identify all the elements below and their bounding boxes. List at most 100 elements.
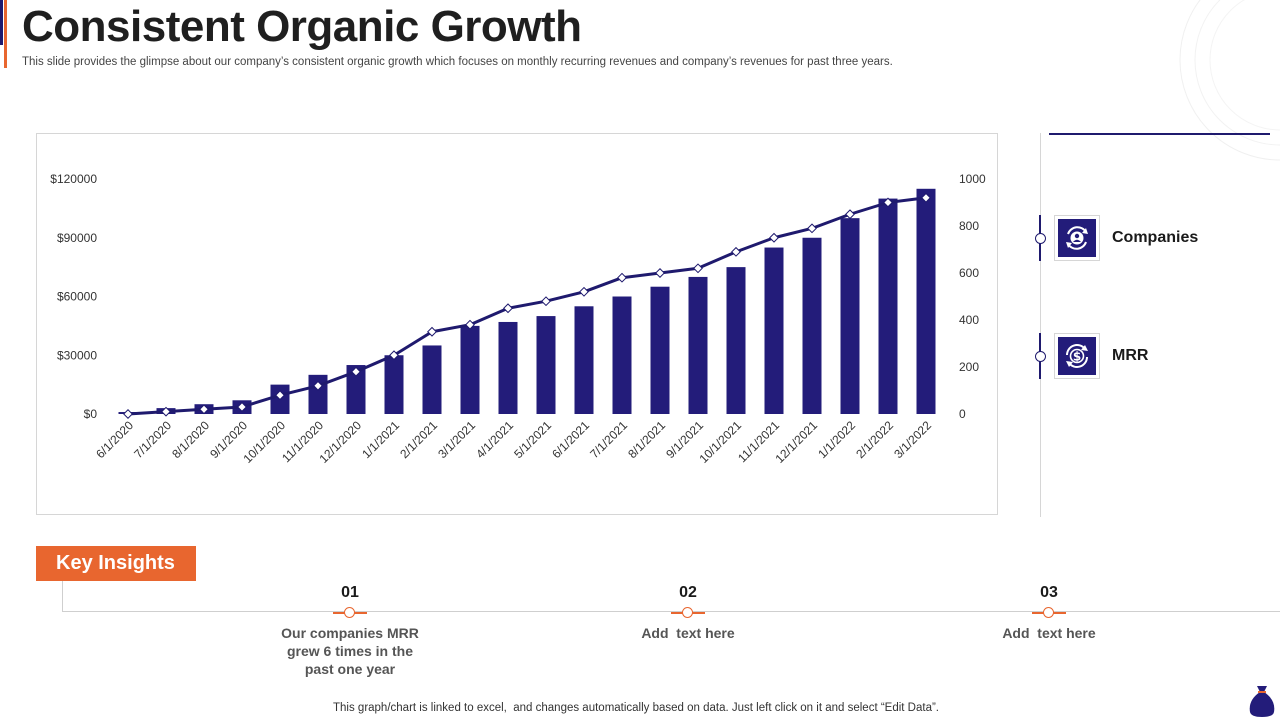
legend-panel: Companies $ MRR	[1035, 133, 1280, 517]
point-companies	[579, 286, 589, 297]
insight-item-1: 01 Our companies MRR grew 6 times in the…	[265, 584, 435, 678]
bar-mrr	[650, 286, 670, 414]
bar-mrr	[346, 365, 366, 414]
bar-mrr	[802, 237, 822, 414]
bar-mrr	[916, 188, 936, 414]
y-right-tick-label: 0	[959, 407, 966, 421]
point-companies	[541, 296, 551, 307]
bar-mrr	[498, 321, 518, 414]
point-companies	[807, 223, 817, 234]
x-tick-label: 6/1/2020	[93, 418, 136, 461]
bar-mrr	[726, 267, 746, 414]
line-companies	[127, 196, 927, 416]
point-companies	[275, 390, 285, 401]
insight-marker	[265, 604, 435, 622]
legend-label: Companies	[1112, 229, 1199, 246]
legend-item-companies[interactable]: Companies	[1035, 215, 1280, 263]
point-companies	[465, 319, 475, 330]
insight-number: 02	[679, 584, 697, 601]
y-left-tick-label: $60000	[57, 290, 97, 304]
x-tick-label: 12/1/2021	[772, 418, 820, 466]
insights-connector	[62, 581, 63, 611]
point-companies	[655, 268, 665, 278]
x-tick-label: 3/1/2021	[435, 418, 478, 461]
x-tick-label: 6/1/2021	[549, 418, 592, 461]
y-right-tick-label: 800	[959, 219, 979, 233]
page-title: Consistent Organic Growth	[22, 2, 582, 51]
y-left-tick-label: $0	[84, 407, 98, 421]
dollar-cycle-icon: $	[1054, 333, 1100, 379]
svg-text:$: $	[1073, 350, 1081, 364]
y-right-tick-label: 400	[959, 313, 979, 327]
point-companies	[845, 209, 855, 220]
bar-mrr	[384, 355, 404, 414]
insights-timeline	[62, 611, 1280, 612]
bar-mrr	[460, 325, 480, 414]
legend-dot	[1035, 233, 1046, 244]
point-companies	[237, 402, 247, 412]
insight-text[interactable]: Add text here	[641, 625, 735, 641]
page-subtitle: This slide provides the glimpse about ou…	[22, 56, 893, 68]
bar-mrr	[878, 198, 898, 414]
chart-frame[interactable]: $0 $30000 $60000 $90000 $120000 0 200 400 600 800…	[36, 133, 998, 515]
bar-mrr	[574, 306, 594, 414]
title-accent-orange	[4, 0, 7, 68]
point-companies	[123, 409, 133, 419]
insight-text[interactable]: Add text here	[1002, 625, 1096, 641]
key-insights-heading: Key Insights	[36, 546, 196, 581]
point-companies	[921, 192, 931, 203]
x-tick-label: 3/1/2022	[891, 418, 934, 461]
y-right-tick-label: 600	[959, 266, 979, 280]
bar-mrr	[612, 296, 632, 414]
bar-mrr	[764, 247, 784, 414]
insight-number: 03	[1040, 584, 1058, 601]
point-companies	[731, 246, 741, 257]
x-tick-label: 8/1/2020	[169, 418, 212, 461]
point-companies	[389, 350, 399, 361]
x-tick-label: 1/1/2021	[359, 418, 402, 461]
point-companies	[617, 272, 627, 283]
point-companies	[769, 232, 779, 243]
bar-mrr	[536, 316, 556, 414]
title-accent-navy	[0, 0, 3, 45]
legend-label: MRR	[1112, 347, 1149, 364]
point-companies	[199, 404, 209, 415]
insight-marker	[603, 604, 773, 622]
user-cycle-icon	[1054, 215, 1100, 261]
x-tick-label: 8/1/2021	[625, 418, 668, 461]
y-right-tick-label: 200	[959, 360, 979, 374]
x-tick-label: 12/1/2020	[316, 418, 364, 466]
x-tick-label: 4/1/2021	[473, 418, 516, 461]
bar-mrr	[840, 218, 860, 414]
x-tick-label: 2/1/2022	[853, 418, 896, 461]
point-companies	[351, 366, 361, 377]
y-left-tick-label: $90000	[57, 231, 97, 245]
legend-dot	[1035, 351, 1046, 362]
legend-divider	[1040, 133, 1041, 517]
legend-item-mrr[interactable]: $ MRR	[1035, 333, 1280, 381]
insight-marker	[964, 604, 1134, 622]
bar-mrr	[422, 345, 442, 414]
insight-item-2: 02 Add text here	[603, 584, 773, 642]
y-left-tick-label: $30000	[57, 348, 97, 362]
legend-top-bar	[1049, 133, 1270, 135]
point-companies	[161, 406, 171, 417]
point-companies	[883, 197, 893, 208]
bar-mrr	[688, 276, 708, 414]
insight-item-3: 03 Add text here	[964, 584, 1134, 642]
insight-number: 01	[341, 584, 359, 601]
bar-mrr	[308, 374, 328, 414]
money-bag-icon	[1249, 686, 1275, 717]
combo-chart[interactable]: $0 $30000 $60000 $90000 $120000 0 200 400 600 800…	[37, 134, 999, 516]
decorative-circles	[1179, 0, 1280, 161]
point-companies	[503, 303, 513, 314]
y-left-tick-label: $120000	[50, 172, 97, 186]
x-tick-label: 5/1/2021	[511, 418, 554, 461]
footer-note: This graph/chart is linked to excel, and…	[333, 702, 939, 714]
x-tick-label: 7/1/2020	[131, 418, 174, 461]
point-companies	[693, 263, 703, 274]
y-right-tick-label: 1000	[959, 172, 986, 186]
insight-text[interactable]: Our companies MRR grew 6 times in the pa…	[281, 625, 419, 677]
point-companies	[313, 380, 323, 391]
x-tick-label: 2/1/2021	[397, 418, 440, 461]
